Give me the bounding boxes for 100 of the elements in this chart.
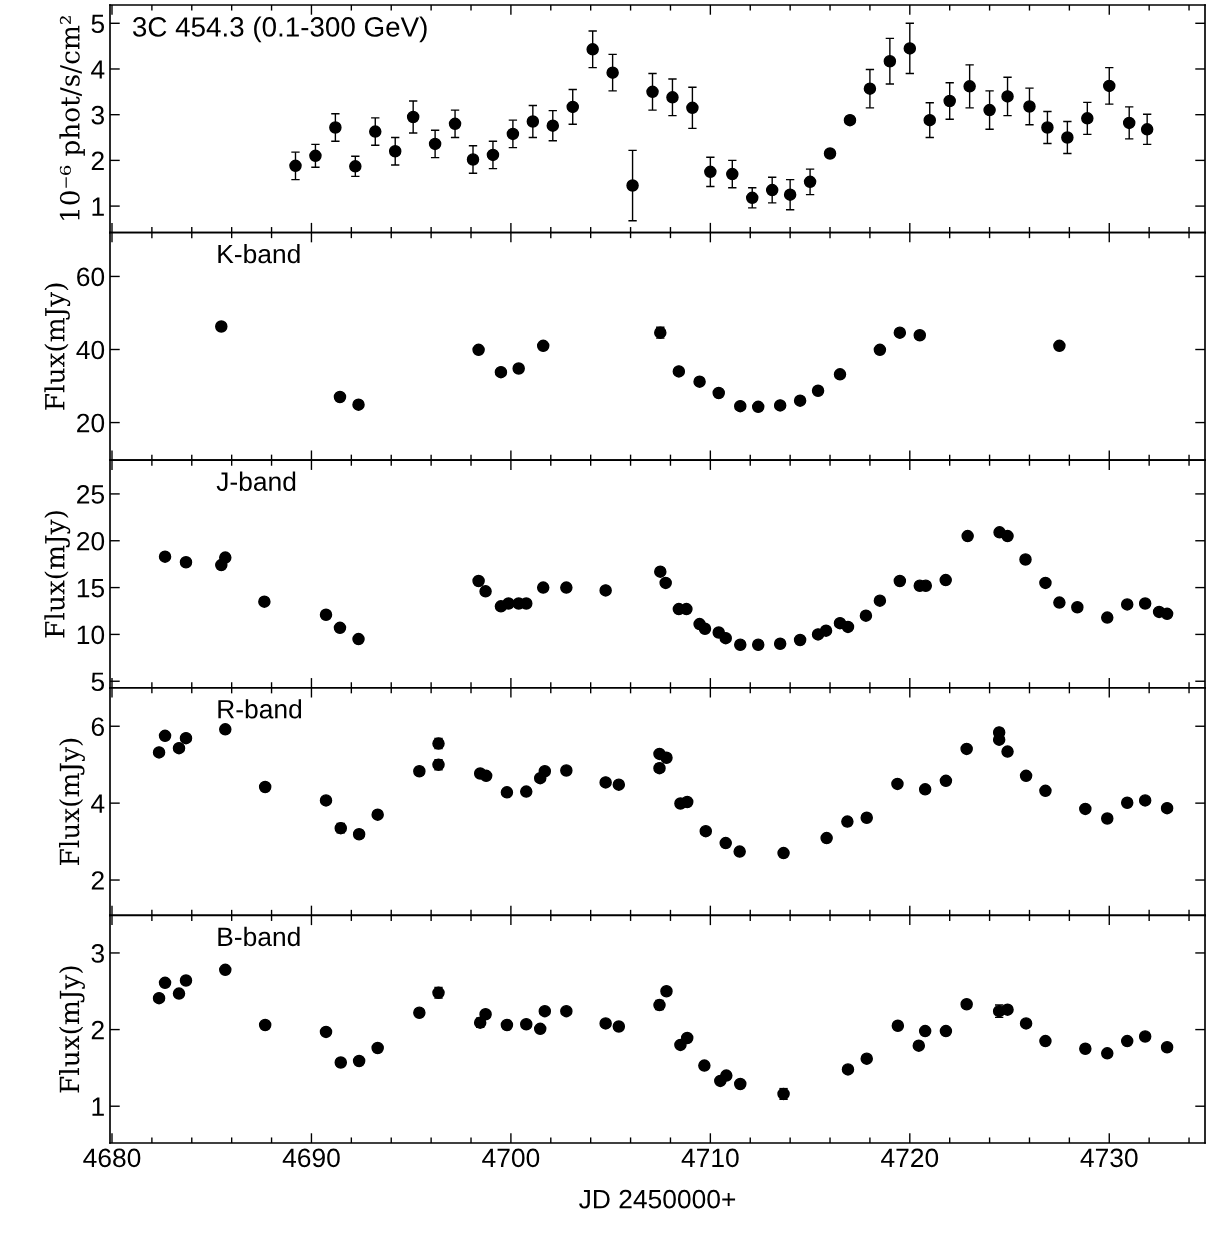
point <box>560 581 573 594</box>
point <box>939 1024 953 1038</box>
point <box>334 1056 348 1069</box>
point <box>612 778 626 791</box>
point <box>371 808 384 821</box>
point <box>693 375 706 388</box>
point <box>599 776 612 789</box>
point <box>672 365 686 378</box>
point <box>654 565 667 578</box>
point <box>1061 131 1074 144</box>
point <box>660 751 673 765</box>
point <box>680 795 694 809</box>
y-axis-title: Flux(mJy) <box>58 966 85 1093</box>
point <box>586 43 599 56</box>
point <box>733 845 746 858</box>
point <box>1041 121 1054 134</box>
point <box>860 811 873 824</box>
point <box>536 339 550 353</box>
point <box>500 1018 514 1032</box>
y-axis-title: Flux(mJy) <box>58 738 85 866</box>
point <box>1001 529 1014 543</box>
point <box>533 1022 547 1036</box>
point <box>219 963 232 977</box>
point <box>172 741 186 755</box>
point <box>179 974 193 987</box>
point <box>526 115 540 128</box>
point <box>783 188 797 201</box>
point <box>918 1024 932 1038</box>
y-tick-label: 2 <box>91 1020 104 1040</box>
point <box>1079 802 1092 816</box>
point <box>659 576 672 590</box>
point <box>873 594 887 607</box>
point <box>819 624 833 637</box>
point <box>352 398 365 411</box>
annotation: J-band <box>216 471 296 491</box>
point <box>560 1004 573 1018</box>
point <box>1001 745 1014 758</box>
point <box>1071 600 1084 614</box>
point <box>413 764 426 778</box>
point <box>704 165 717 179</box>
point <box>751 400 765 414</box>
point <box>1160 607 1174 621</box>
point <box>660 985 673 998</box>
point <box>1019 769 1033 783</box>
point <box>903 42 917 55</box>
point <box>1138 794 1152 807</box>
y-tick-label: 4 <box>91 794 105 813</box>
point <box>943 94 956 108</box>
point <box>472 343 485 357</box>
point <box>258 595 271 608</box>
point <box>349 160 362 173</box>
point <box>745 191 759 205</box>
point <box>1101 1047 1114 1060</box>
point <box>1140 123 1154 136</box>
point <box>666 91 679 104</box>
point <box>833 368 847 381</box>
point <box>1122 116 1136 130</box>
point <box>803 175 817 189</box>
x-tick-label: 4730 <box>1080 1148 1138 1168</box>
point <box>172 987 186 1000</box>
y-tick-label: 20 <box>77 413 105 433</box>
y-tick-label: 20 <box>77 531 105 551</box>
y-tick-label: 15 <box>77 578 105 598</box>
point <box>960 742 973 756</box>
point <box>983 103 996 117</box>
point <box>1103 79 1116 93</box>
point <box>719 836 732 850</box>
y-tick-label: 25 <box>77 485 105 504</box>
point <box>1138 1030 1152 1043</box>
point <box>1101 812 1114 825</box>
x-tick-label: 4720 <box>881 1148 939 1168</box>
point <box>179 556 193 569</box>
point <box>680 1031 694 1045</box>
point <box>599 584 612 597</box>
point <box>873 343 887 357</box>
point <box>891 777 904 791</box>
point <box>520 1017 533 1031</box>
point <box>536 581 550 594</box>
point <box>612 1020 626 1033</box>
point <box>319 1025 333 1039</box>
point <box>448 117 462 131</box>
y-tick-label: 60 <box>77 267 105 287</box>
point <box>699 824 713 838</box>
y-axis-title: 10⁻⁶ phot/s/cm² <box>59 16 85 220</box>
point <box>566 100 579 114</box>
point <box>486 148 500 162</box>
point <box>406 110 420 124</box>
point <box>466 153 480 166</box>
annotation: R-band <box>218 699 302 719</box>
x-tick-label: 4710 <box>681 1148 739 1168</box>
point <box>939 774 953 788</box>
point <box>329 121 342 134</box>
point <box>500 786 514 799</box>
point <box>891 1019 905 1033</box>
point <box>1120 796 1134 810</box>
point <box>860 1052 873 1065</box>
point <box>538 764 552 778</box>
point <box>811 384 825 398</box>
point <box>1039 784 1052 798</box>
point <box>219 723 232 736</box>
